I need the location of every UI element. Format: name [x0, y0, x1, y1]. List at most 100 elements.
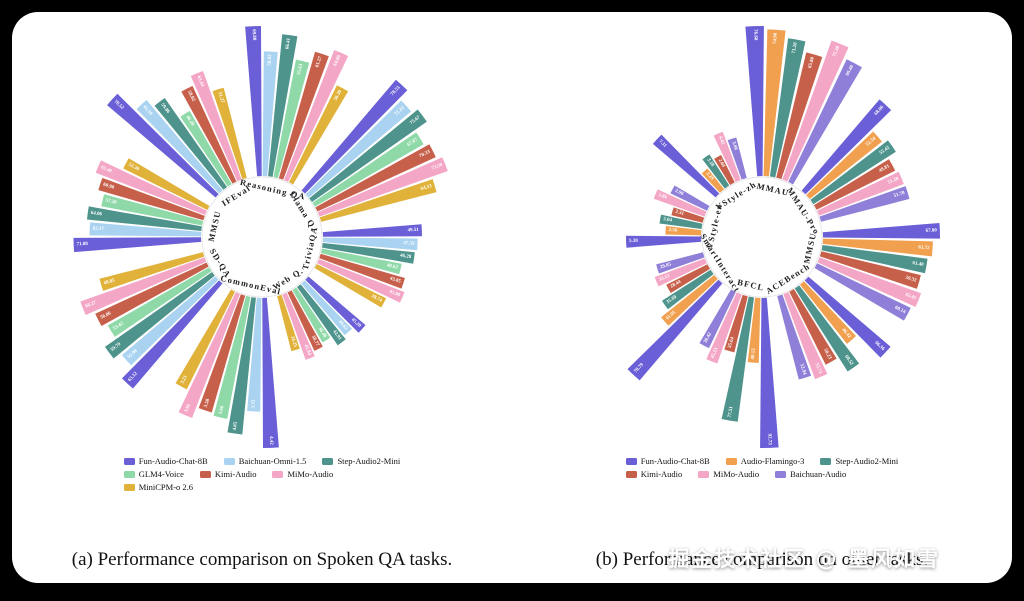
- bar-value-label: 51.28: [887, 177, 900, 186]
- bar-Audio-Flamingo-3: [701, 168, 725, 193]
- legend-swatch: [625, 470, 637, 478]
- bar-value-label: 58.02: [268, 54, 274, 66]
- bar-value-label: 7.11: [658, 139, 668, 149]
- bar-Step-Audio2-Mini: [104, 271, 215, 359]
- bar-Fun-Audio-Chat-8B: [627, 279, 723, 381]
- group-label: MMSU: [206, 209, 223, 242]
- bar-Kimi-Audio: [319, 253, 405, 289]
- bar-value-label: 63.12: [128, 371, 140, 383]
- bar-GLM4-Voice: [101, 194, 204, 226]
- bar-Step-Audio2-Mini: [769, 38, 806, 178]
- bar-Fun-Audio-Chat-8B: [760, 297, 779, 448]
- bar-value-label: 38.74: [370, 294, 383, 304]
- bar-Kimi-Audio: [789, 288, 837, 365]
- bar-MiMo-Audio: [713, 131, 741, 182]
- bar-value-label: 2.56: [668, 228, 678, 234]
- bar-value-label: 4.42: [268, 436, 273, 445]
- bar-value-label: 36.48: [317, 327, 327, 340]
- bar-Kimi-Audio: [278, 51, 329, 180]
- bar-value-label: 46.42: [840, 328, 851, 340]
- bar-Baichuan-Omni-1.5: [262, 51, 278, 177]
- bar-Baichuan-Omni-1.5: [305, 100, 412, 198]
- bar-MiniCPM-o 2.6: [99, 252, 205, 291]
- bar-value-label: 75.30: [832, 45, 841, 58]
- bar-Fun-Audio-Chat-8B: [626, 235, 702, 248]
- bar-Kimi-Audio: [98, 177, 205, 221]
- bar-value-label: 3.60: [730, 141, 737, 151]
- bar-Step-Audio2-Mini: [810, 140, 896, 205]
- bar-Fun-Audio-Chat-8B: [745, 26, 764, 177]
- legend-swatch: [698, 470, 710, 478]
- bar-value-label: 51.27: [217, 92, 225, 105]
- bar-value-label: 3.92: [184, 403, 192, 413]
- bar-Audio-Flamingo-3: [665, 226, 702, 236]
- bar-Fun-Audio-Chat-8B: [245, 26, 262, 177]
- bar-value-label: 65.10: [142, 105, 154, 117]
- legend-label: Baichuan-Audio: [790, 469, 847, 479]
- bar-Fun-Audio-Chat-8B: [804, 276, 891, 358]
- legend-item: Audio-Flamingo-3: [725, 456, 804, 466]
- bar-value-label: 49.51: [408, 228, 420, 233]
- bar-value-label: 78.52: [113, 100, 125, 112]
- bar-value-label: 64.06: [90, 211, 102, 218]
- bar-value-label: 61.40: [912, 261, 924, 268]
- charts-row: 78.52 65.10 59.86 46.49 58.02 63.44 51.27 IFEva…: [12, 12, 1012, 583]
- bar-value-label: 40.62: [386, 263, 399, 271]
- bar-value-label: 52.30: [127, 163, 140, 173]
- bar-Kimi-Audio: [724, 294, 748, 353]
- bar-MiMo-Audio: [80, 257, 207, 316]
- bar-value-label: 55.71: [813, 363, 822, 376]
- bar-value-label: 3.86: [657, 193, 667, 201]
- legend-item: Step-Audio2-Mini: [820, 456, 898, 466]
- bar-Audio-Flamingo-3: [806, 131, 882, 200]
- bar-Step-Audio2-Mini: [227, 297, 256, 435]
- bar-Fun-Audio-Chat-8B: [107, 93, 219, 198]
- bar-value-label: 5.38: [629, 239, 638, 244]
- bar-value-label: 33.12: [658, 274, 671, 283]
- bar-Fun-Audio-Chat-8B: [801, 99, 892, 195]
- bar-value-label: 2.64: [717, 158, 726, 169]
- bar-value-label: 67.80: [926, 228, 938, 233]
- bar-value-label: 34.25: [289, 336, 297, 349]
- bar-MiniCPM-o 2.6: [319, 179, 437, 222]
- bar-value-label: 3.35: [251, 399, 256, 408]
- bar-value-label: 51.78: [893, 191, 906, 199]
- bar-Fun-Audio-Chat-8B: [322, 224, 422, 237]
- bar-value-label: 28.44: [670, 280, 683, 290]
- legend-swatch: [820, 457, 832, 465]
- bar-value-label: 71.08: [77, 242, 89, 247]
- bar-value-label: 47.33: [403, 241, 415, 247]
- bar-value-label: 52.34: [865, 136, 877, 147]
- bar-value-label: 3.58: [204, 398, 212, 408]
- bar-Kimi-Audio: [287, 290, 323, 351]
- bar-Baichuan-Audio: [814, 263, 911, 321]
- bar-value-label: 57.20: [105, 198, 118, 206]
- bar-Baichuan-Audio: [699, 289, 736, 349]
- legend-label: MiMo-Audio: [713, 469, 760, 479]
- bar-Kimi-Audio: [813, 159, 896, 210]
- bar-Baichuan-Audio: [777, 294, 812, 380]
- bar-value-label: 2.29: [705, 172, 715, 182]
- legend-row: MiniCPM-o 2.6: [123, 482, 193, 492]
- legend-swatch: [123, 457, 135, 465]
- legend-item: MiMo-Audio: [698, 469, 759, 479]
- bar-Baichuan-Audio: [788, 59, 862, 185]
- bar-value-label: 38.77: [310, 335, 320, 348]
- bar-value-label: 62.45: [904, 293, 917, 302]
- legend-label: Step-Audio2-Mini: [835, 456, 899, 466]
- bar-value-label: 72.33: [394, 106, 406, 118]
- legend-item: Kimi-Audio: [199, 469, 256, 479]
- bar-MiMo-Audio: [783, 292, 828, 380]
- bar-value-label: 60.27: [85, 301, 98, 310]
- bar-value-label: 2.31: [675, 210, 685, 217]
- bar-Baichuan-Audio: [819, 186, 910, 222]
- bar-value-label: 40.12: [751, 348, 757, 360]
- caption-b: (b) Performance comparison on other task…: [595, 549, 929, 570]
- legend-item: MiniCPM-o 2.6: [123, 482, 193, 492]
- legend-label: Fun-Audio-Chat-8B: [138, 456, 208, 466]
- bar-value-label: 45.23: [711, 347, 720, 360]
- bar-value-label: 55.63: [297, 63, 305, 76]
- bar-MiMo-Audio: [706, 292, 742, 364]
- legend-swatch: [322, 457, 334, 465]
- legend-label: MiMo-Audio: [287, 469, 334, 479]
